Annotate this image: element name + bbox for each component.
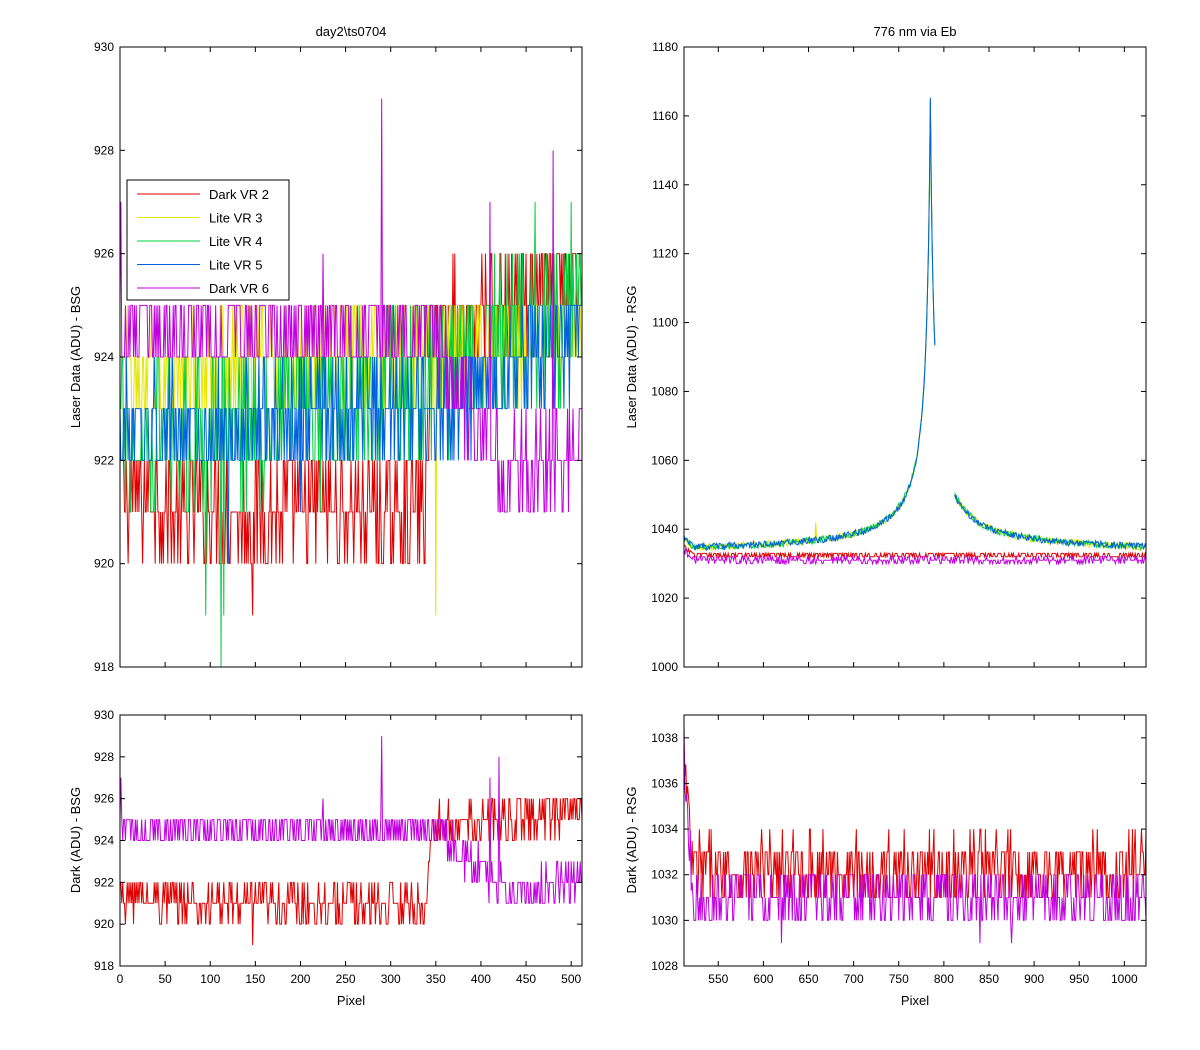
y-tick-label: 922 [94, 453, 114, 467]
y-tick-label: 1180 [652, 40, 678, 54]
series-line-lite-vr-3 [683, 101, 1147, 552]
y-tick-label: 922 [94, 875, 114, 889]
y-tick-label: 1140 [652, 178, 678, 192]
y-tick-label: 1120 [652, 247, 678, 261]
x-axis-label: Pixel [337, 993, 365, 1008]
y-tick-label: 918 [94, 959, 114, 973]
legend: Dark VR 2 Lite VR 3 Lite VR 4 Lite VR 5 Dark… [126, 179, 290, 301]
legend-label: Dark VR 2 [209, 187, 269, 202]
y-tick-label: 928 [94, 143, 114, 157]
x-tick-label: 750 [889, 972, 909, 986]
chart-title: 776 nm via Eb [873, 24, 956, 39]
series-line-dark-vr-2 [120, 253, 582, 616]
y-tick-label: 926 [94, 247, 114, 261]
legend-label: Lite VR 5 [209, 258, 262, 273]
y-tick-label: 1020 [651, 591, 678, 605]
y-tick-label: 1034 [651, 822, 678, 836]
series-line-dark-vr-6 [119, 98, 582, 513]
y-tick-label: 926 [94, 792, 114, 806]
y-tick-label: 1040 [651, 522, 678, 536]
series-line-dark-vr-2 [120, 798, 583, 946]
y-tick-label: 1100 [652, 316, 678, 330]
y-tick-label: 930 [94, 708, 114, 722]
x-tick-label: 850 [979, 972, 999, 986]
x-tick-label: 100 [200, 972, 220, 986]
x-tick-label: 1000 [1111, 972, 1138, 986]
x-tick-label: 700 [844, 972, 864, 986]
y-axis-label: Laser Data (ADU) - BSG [68, 286, 83, 428]
series-line-dark-vr-6 [683, 547, 1147, 566]
panel-bottom-right: Dark (ADU) - RSG Pixel 1028 1030 1032 1034 1… [624, 714, 1147, 1008]
x-tick-label: 800 [934, 972, 954, 986]
y-tick-label: 924 [94, 834, 114, 848]
x-axis-label: Pixel [901, 993, 929, 1008]
y-tick-label: 1080 [651, 384, 678, 398]
y-tick-label: 1060 [651, 453, 678, 467]
x-tick-label: 250 [336, 972, 356, 986]
legend-label: Lite VR 4 [209, 234, 262, 249]
x-tick-label: 500 [561, 972, 581, 986]
x-tick-label: 600 [753, 972, 773, 986]
x-tick-label: 400 [471, 972, 491, 986]
x-tick-label: 50 [158, 972, 172, 986]
y-axis-label: Dark (ADU) - BSG [68, 787, 83, 893]
panel-top-right: 776 nm via Eb Laser Data (ADU) - RSG 100… [624, 24, 1147, 674]
y-tick-label: 920 [94, 917, 114, 931]
x-tick-label: 300 [381, 972, 401, 986]
y-tick-label: 1030 [651, 913, 678, 927]
x-tick-label: 150 [245, 972, 265, 986]
x-tick-label: 550 [708, 972, 728, 986]
y-tick-label: 1028 [651, 959, 678, 973]
y-tick-label: 1000 [651, 660, 678, 674]
panel-bottom-left: Dark (ADU) - BSG Pixel 918 920 922 924 926 92… [68, 708, 583, 1008]
x-tick-label: 650 [799, 972, 819, 986]
x-tick-label: 450 [516, 972, 536, 986]
legend-label: Lite VR 3 [209, 211, 262, 226]
y-tick-label: 1036 [651, 776, 678, 790]
x-tick-label: 0 [117, 972, 124, 986]
series-line-lite-vr-5 [119, 304, 582, 564]
legend-label: Dark VR 6 [209, 281, 269, 296]
y-tick-label: 928 [94, 750, 114, 764]
y-tick-label: 920 [94, 557, 114, 571]
y-tick-label: 1032 [651, 868, 678, 882]
series-line-dark-vr-6 [683, 726, 1147, 944]
x-tick-label: 200 [290, 972, 310, 986]
x-tick-label: 950 [1069, 972, 1089, 986]
x-tick-label: 900 [1024, 972, 1044, 986]
y-axis-label: Dark (ADU) - RSG [624, 787, 639, 894]
y-tick-label: 1038 [651, 731, 678, 745]
series-line-lite-vr-4 [120, 201, 582, 668]
plot-frame [683, 46, 1147, 668]
y-axis-label: Laser Data (ADU) - RSG [624, 285, 639, 428]
series-line-lite-vr-4 [683, 99, 1147, 552]
y-tick-label: 918 [94, 660, 114, 674]
y-tick-label: 924 [94, 350, 114, 364]
chart-title: day2\ts0704 [316, 24, 387, 39]
x-tick-label: 350 [426, 972, 446, 986]
series-line-lite-vr-5 [683, 97, 1147, 552]
y-tick-label: 1160 [652, 109, 678, 123]
y-tick-label: 930 [94, 40, 114, 54]
series-line-dark-vr-6 [119, 735, 582, 904]
plot-frame [683, 714, 1147, 967]
legend-box [126, 179, 290, 301]
panel-top-left: day2\ts0704 Laser Data (ADU) - BSG 918 92… [68, 24, 583, 674]
